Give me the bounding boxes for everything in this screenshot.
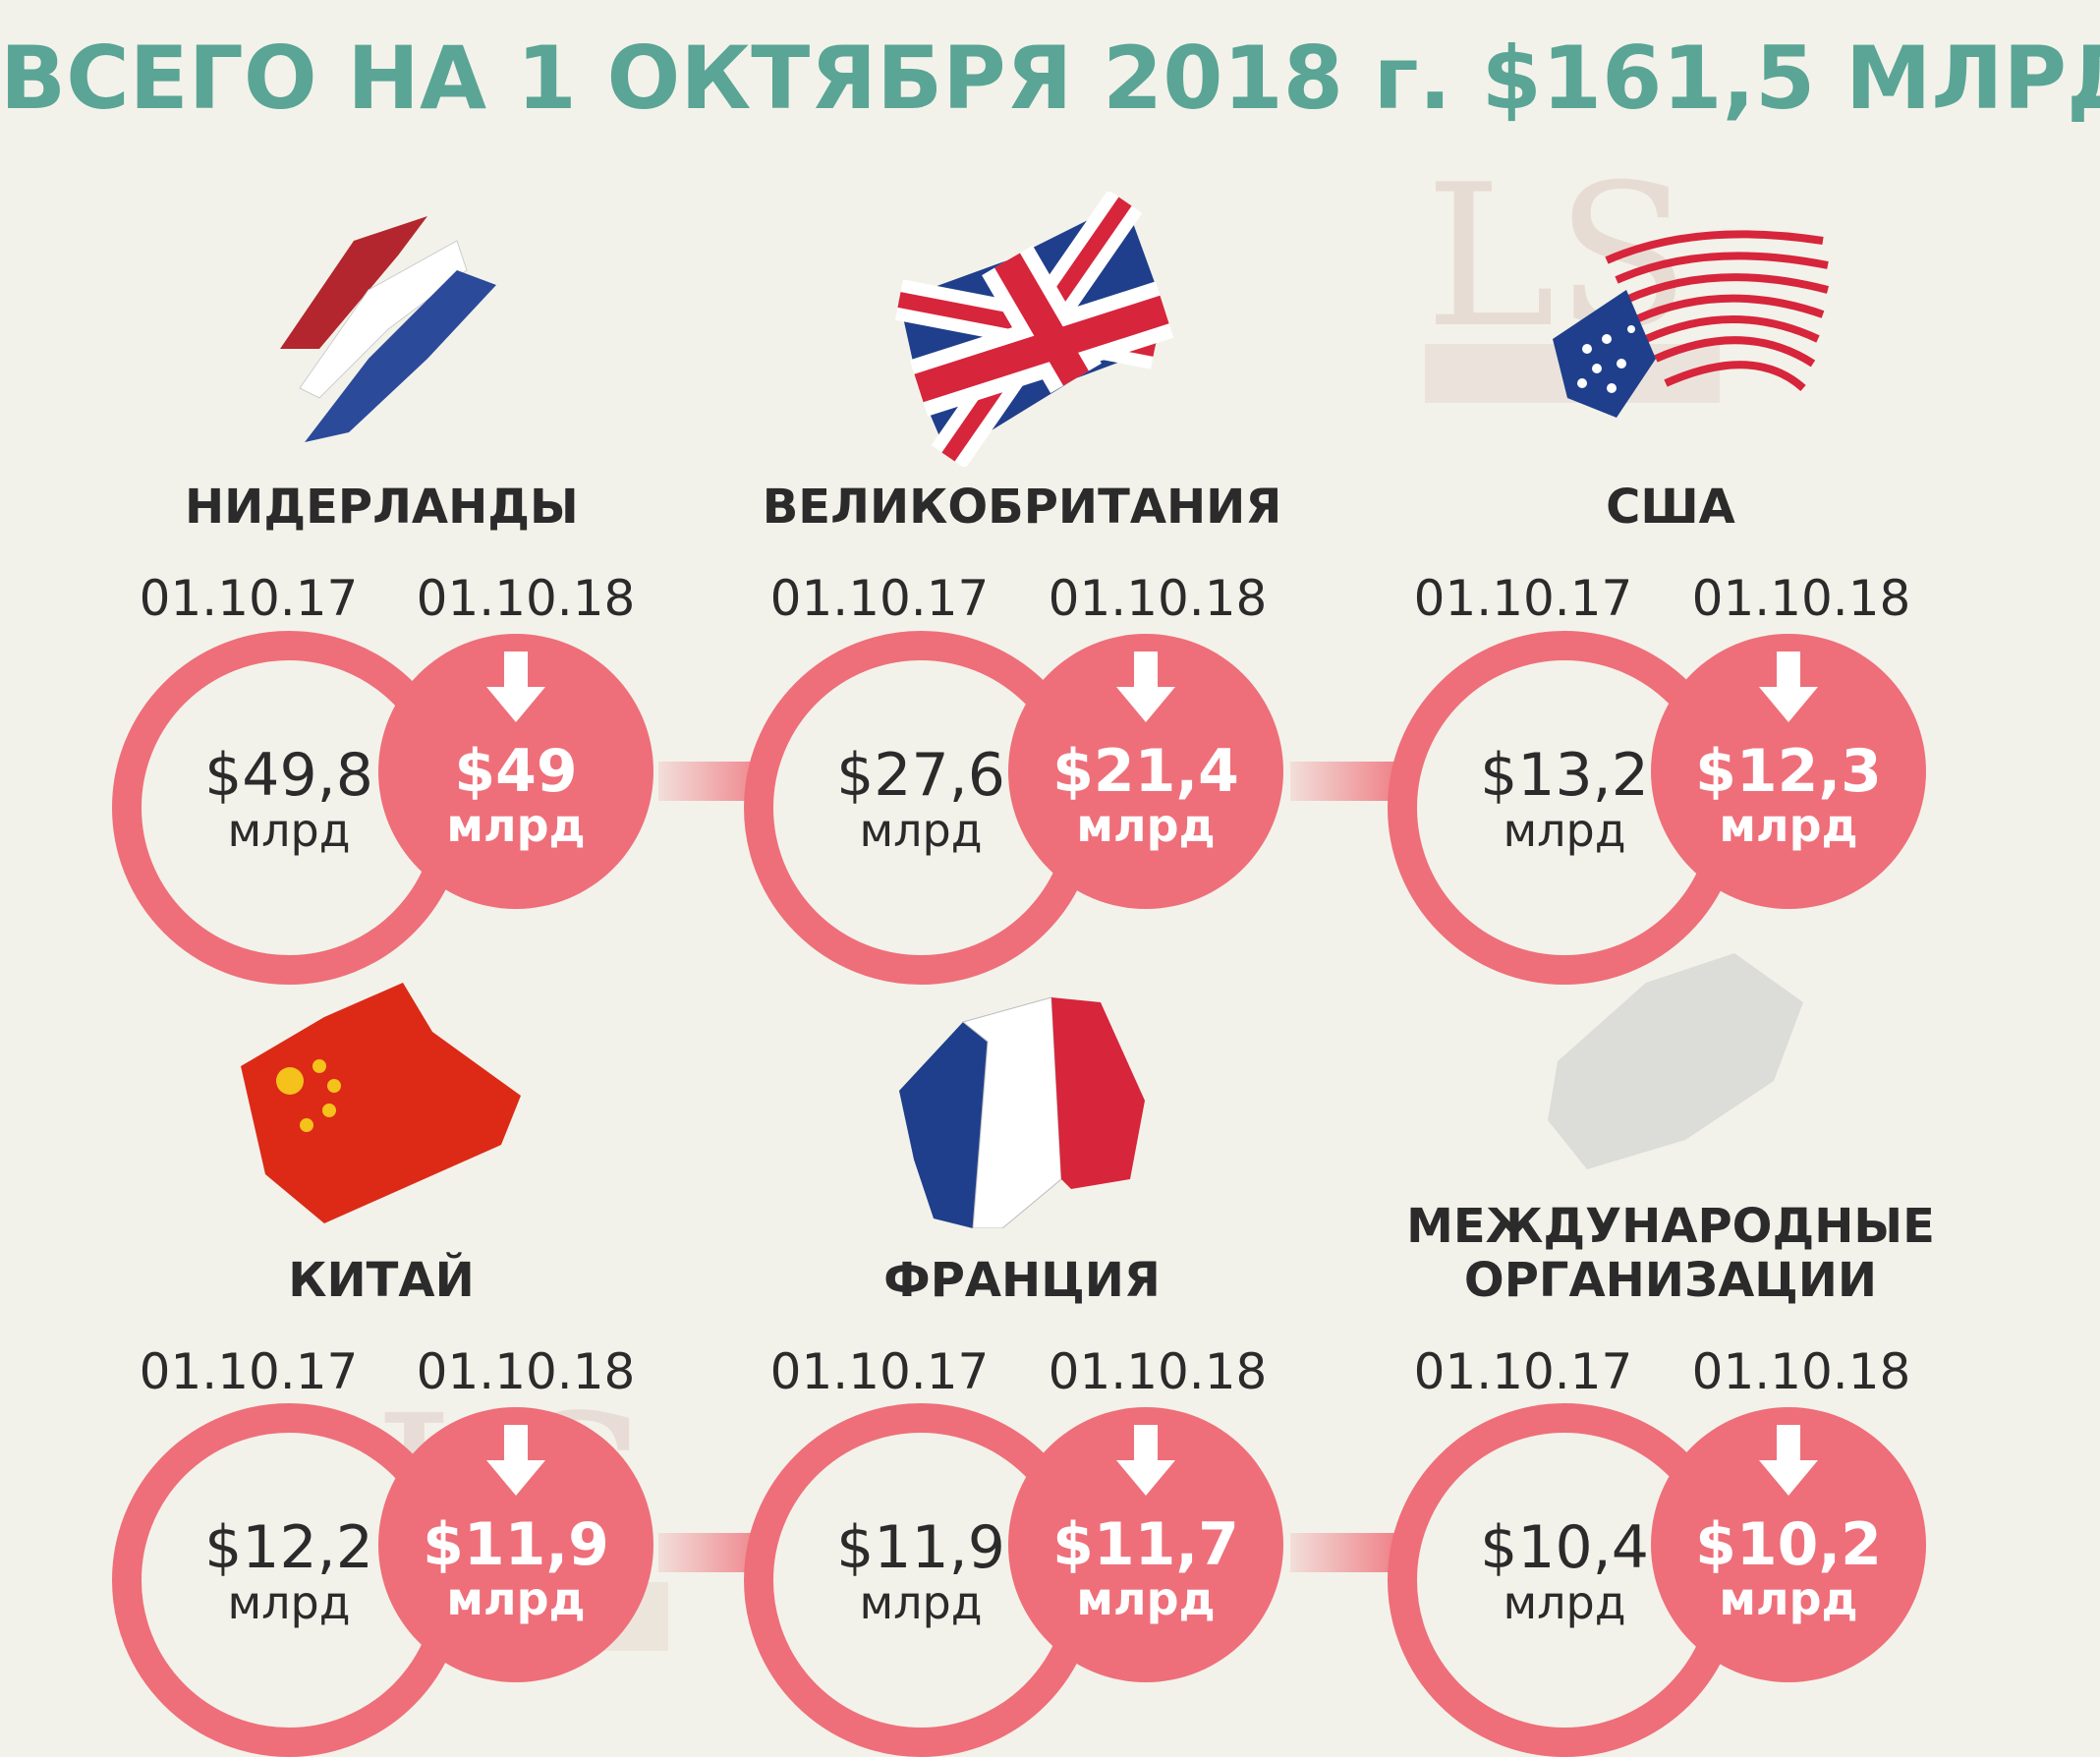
date-curr: 01.10.18 bbox=[1048, 570, 1268, 627]
unit-label: млрд bbox=[859, 1576, 983, 1629]
value-prev: $27,6 bbox=[836, 741, 1005, 810]
china-flag-icon bbox=[241, 983, 521, 1223]
value-curr-circle: $49 млрд bbox=[378, 634, 653, 909]
date-curr: 01.10.18 bbox=[416, 570, 636, 627]
arrow-down-icon bbox=[1116, 1425, 1175, 1496]
country-name: ВЕЛИКОБРИТАНИЯ bbox=[762, 480, 1282, 535]
date-prev: 01.10.17 bbox=[1413, 1343, 1633, 1400]
date-prev: 01.10.17 bbox=[139, 1343, 359, 1400]
value-prev: $12,2 bbox=[204, 1513, 373, 1582]
arrow-down-icon bbox=[486, 1425, 545, 1496]
unit-label: млрд bbox=[227, 804, 351, 857]
value-curr: $11,7 bbox=[1052, 1510, 1239, 1579]
value-curr: $12,3 bbox=[1695, 737, 1882, 806]
unit-label: млрд bbox=[446, 799, 586, 852]
value-curr-circle: $12,3 млрд bbox=[1651, 634, 1926, 909]
unit-label: млрд bbox=[1503, 804, 1626, 857]
netherlands-flag-icon bbox=[280, 216, 496, 442]
france-flag-icon bbox=[899, 996, 1145, 1228]
arrow-down-icon bbox=[1116, 652, 1175, 722]
page-title: ВСЕГО НА 1 ОКТЯБРЯ 2018 г. $161,5 МЛРД bbox=[0, 28, 2100, 129]
date-prev: 01.10.17 bbox=[1413, 570, 1633, 627]
unit-label: млрд bbox=[446, 1572, 586, 1625]
country-name: США bbox=[1606, 480, 1735, 535]
country-name-line1: МЕЖДУНАРОДНЫЕ bbox=[1406, 1199, 1935, 1254]
unit-label: млрд bbox=[1076, 1572, 1216, 1625]
value-curr-circle: $11,9 млрд bbox=[378, 1407, 653, 1682]
date-prev: 01.10.17 bbox=[139, 570, 359, 627]
arrow-down-icon bbox=[1759, 652, 1818, 722]
value-curr-circle: $11,7 млрд bbox=[1008, 1407, 1283, 1682]
unit-label: млрд bbox=[1719, 1572, 1858, 1625]
value-curr-circle: $10,2 млрд bbox=[1651, 1407, 1926, 1682]
value-prev: $10,4 bbox=[1480, 1513, 1649, 1582]
date-curr: 01.10.18 bbox=[1691, 1343, 1911, 1400]
unit-label: млрд bbox=[1076, 799, 1216, 852]
date-curr: 01.10.18 bbox=[1048, 1343, 1268, 1400]
date-prev: 01.10.17 bbox=[769, 1343, 990, 1400]
date-prev: 01.10.17 bbox=[769, 570, 990, 627]
date-curr: 01.10.18 bbox=[1691, 570, 1911, 627]
uk-flag-icon bbox=[895, 192, 1174, 467]
value-prev: $13,2 bbox=[1480, 741, 1649, 810]
value-prev: $11,9 bbox=[836, 1513, 1005, 1582]
country-name: НИДЕРЛАНДЫ bbox=[185, 480, 579, 535]
value-curr: $49 bbox=[454, 737, 578, 806]
unit-label: млрд bbox=[1503, 1576, 1626, 1629]
date-curr: 01.10.18 bbox=[416, 1343, 636, 1400]
arrow-down-icon bbox=[486, 652, 545, 722]
unit-label: млрд bbox=[1719, 799, 1858, 852]
country-name: КИТАЙ bbox=[288, 1253, 475, 1308]
unit-label: млрд bbox=[859, 804, 983, 857]
unit-label: млрд bbox=[227, 1576, 351, 1629]
country-name-line2: ОРГАНИЗАЦИИ bbox=[1463, 1253, 1878, 1308]
gray-brush-flag-icon bbox=[1548, 953, 1803, 1169]
country-name: ФРАНЦИЯ bbox=[883, 1253, 1161, 1308]
arrow-down-icon bbox=[1759, 1425, 1818, 1496]
value-curr: $10,2 bbox=[1695, 1510, 1882, 1579]
value-prev: $49,8 bbox=[204, 741, 373, 810]
value-curr: $21,4 bbox=[1052, 737, 1239, 806]
usa-flag-icon bbox=[1553, 230, 1830, 418]
value-curr-circle: $21,4 млрд bbox=[1008, 634, 1283, 909]
value-curr: $11,9 bbox=[423, 1510, 609, 1579]
